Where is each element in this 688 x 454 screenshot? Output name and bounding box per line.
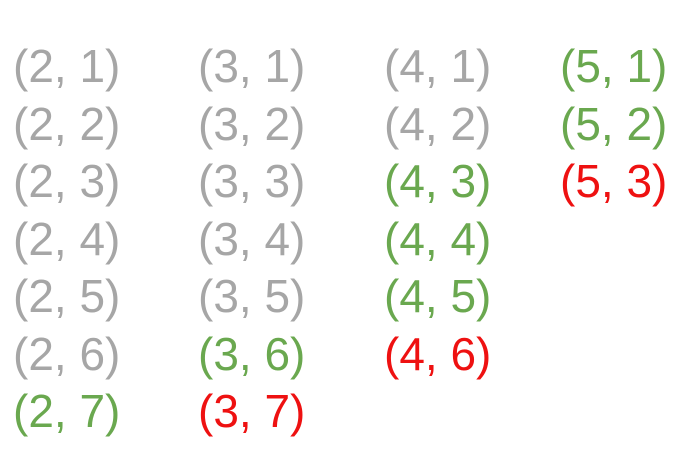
coordinate-pair: (5, 2)	[560, 97, 668, 150]
coordinate-pair: (2, 1)	[13, 40, 121, 92]
coordinate-pair: (2, 3)	[13, 155, 121, 207]
coordinate-pair: (2, 6)	[13, 327, 121, 380]
coordinate-pair: (4, 4)	[384, 212, 492, 265]
coordinate-pair: (5, 3)	[560, 155, 668, 207]
coordinate-pair: (2, 5)	[13, 270, 121, 322]
coordinate-pair: (3, 5)	[198, 270, 306, 322]
coordinate-pair: (3, 2)	[198, 97, 306, 150]
coordinate-pair: (4, 5)	[384, 270, 492, 322]
coordinate-pair: (2, 7)	[13, 385, 121, 437]
coordinate-pair: (5, 1)	[560, 40, 668, 92]
coordinate-pair: (4, 6)	[384, 327, 492, 380]
coordinate-pair: (3, 3)	[198, 155, 306, 207]
coordinate-pair: (3, 6)	[198, 327, 306, 380]
coordinate-pair: (3, 1)	[198, 40, 306, 92]
coordinate-pair: (4, 2)	[384, 97, 492, 150]
coordinate-pair: (3, 7)	[198, 385, 306, 437]
coordinate-pair: (2, 2)	[13, 97, 121, 150]
coordinate-pair: (4, 3)	[384, 155, 492, 207]
coordinate-pair: (2, 4)	[13, 212, 121, 265]
coordinate-pair: (3, 4)	[198, 212, 306, 265]
coordinate-pair: (4, 1)	[384, 40, 492, 92]
